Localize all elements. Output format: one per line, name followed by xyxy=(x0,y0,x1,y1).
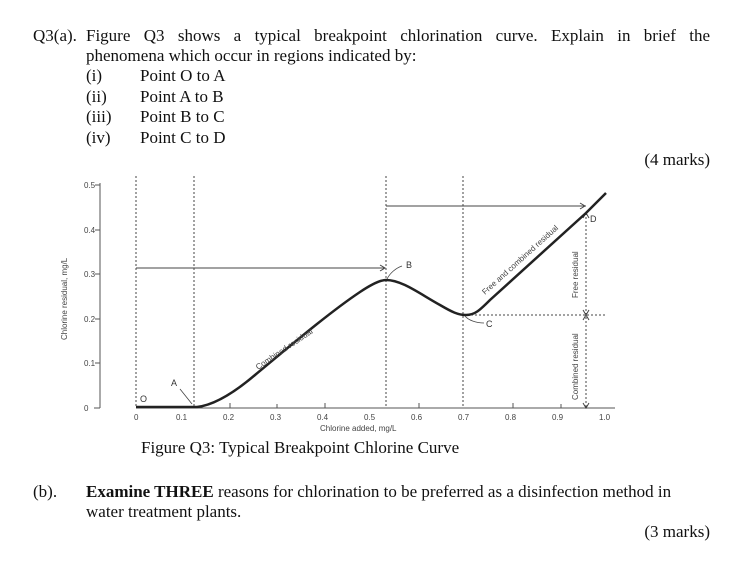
item-text-iii: Point B to C xyxy=(140,107,225,126)
svg-text:0.8: 0.8 xyxy=(505,413,517,422)
x-axis xyxy=(136,403,615,409)
svg-text:0.2: 0.2 xyxy=(84,315,96,324)
x-tick-labels: 0 0.1 0.2 0.3 0.4 0.5 0.6 0.7 0.8 0.9 1.… xyxy=(134,413,611,422)
svg-text:0.7: 0.7 xyxy=(458,413,470,422)
point-b-leader xyxy=(386,265,403,280)
svg-text:0.4: 0.4 xyxy=(317,413,329,422)
y-axis-label: Chlorine residual, mg/L xyxy=(60,257,69,340)
question-b-label: (b). xyxy=(33,482,58,501)
point-a-label: A xyxy=(171,378,177,388)
svg-text:0.1: 0.1 xyxy=(176,413,188,422)
question-b-text-line1: Examine THREE reasons for chlorination t… xyxy=(86,482,671,502)
item-number-iv: (iv) xyxy=(86,128,111,147)
question-a-marks: (4 marks) xyxy=(644,150,710,169)
svg-text:0.5: 0.5 xyxy=(84,181,96,190)
svg-text:0.3: 0.3 xyxy=(84,270,96,279)
svg-text:0: 0 xyxy=(134,413,139,422)
svg-text:0.1: 0.1 xyxy=(84,359,96,368)
y-tick-labels: 0 0.1 0.2 0.3 0.4 0.5 xyxy=(84,181,96,413)
point-c-label: C xyxy=(486,319,493,329)
svg-text:0.9: 0.9 xyxy=(552,413,564,422)
reference-lines xyxy=(135,176,607,408)
svg-text:0.3: 0.3 xyxy=(270,413,282,422)
svg-text:0.5: 0.5 xyxy=(364,413,376,422)
item-number-iii: (iii) xyxy=(86,107,112,126)
question-a-label: Q3(a). xyxy=(33,26,77,45)
svg-text:1.0: 1.0 xyxy=(599,413,611,422)
chlorine-residual-curve xyxy=(136,192,607,409)
item-number-ii: (ii) xyxy=(86,87,107,106)
point-o-label: O xyxy=(140,394,147,404)
question-b-marks: (3 marks) xyxy=(644,522,710,541)
x-axis-label: Chlorine added, mg/L xyxy=(320,424,397,433)
arrow-lines xyxy=(136,202,590,409)
question-a-text-line2: phenomena which occur in regions indicat… xyxy=(86,46,417,65)
free-residual-annotation: Free residual xyxy=(571,251,580,298)
question-b-text-line2: water treatment plants. xyxy=(86,502,242,521)
point-d-label: D xyxy=(590,214,597,224)
question-b-text-rest: reasons for chlorination to be preferred… xyxy=(213,482,672,501)
svg-text:0.6: 0.6 xyxy=(411,413,423,422)
item-text-i: Point O to A xyxy=(140,66,226,85)
svg-text:0.2: 0.2 xyxy=(223,413,235,422)
item-text-ii: Point A to B xyxy=(140,87,224,106)
free-and-combined-annotation: Free and combined residual xyxy=(480,223,560,296)
question-b-bold-lead: Examine THREE xyxy=(86,482,214,501)
item-text-iv: Point C to D xyxy=(140,128,226,147)
point-a-leader xyxy=(179,388,193,405)
figure-caption: Figure Q3: Typical Breakpoint Chlorine C… xyxy=(141,438,460,457)
y-axis xyxy=(94,183,101,409)
point-b-label: B xyxy=(406,260,412,270)
item-number-i: (i) xyxy=(86,66,103,85)
point-c-leader xyxy=(464,315,485,324)
combined-residual-annotation: Combined residual xyxy=(254,327,315,372)
question-a-text-line1: Figure Q3 shows a typical breakpoint chl… xyxy=(86,26,710,45)
svg-text:0.4: 0.4 xyxy=(84,226,96,235)
combined-residual-side-annotation: Combined residual xyxy=(571,333,580,400)
svg-text:0: 0 xyxy=(84,404,89,413)
